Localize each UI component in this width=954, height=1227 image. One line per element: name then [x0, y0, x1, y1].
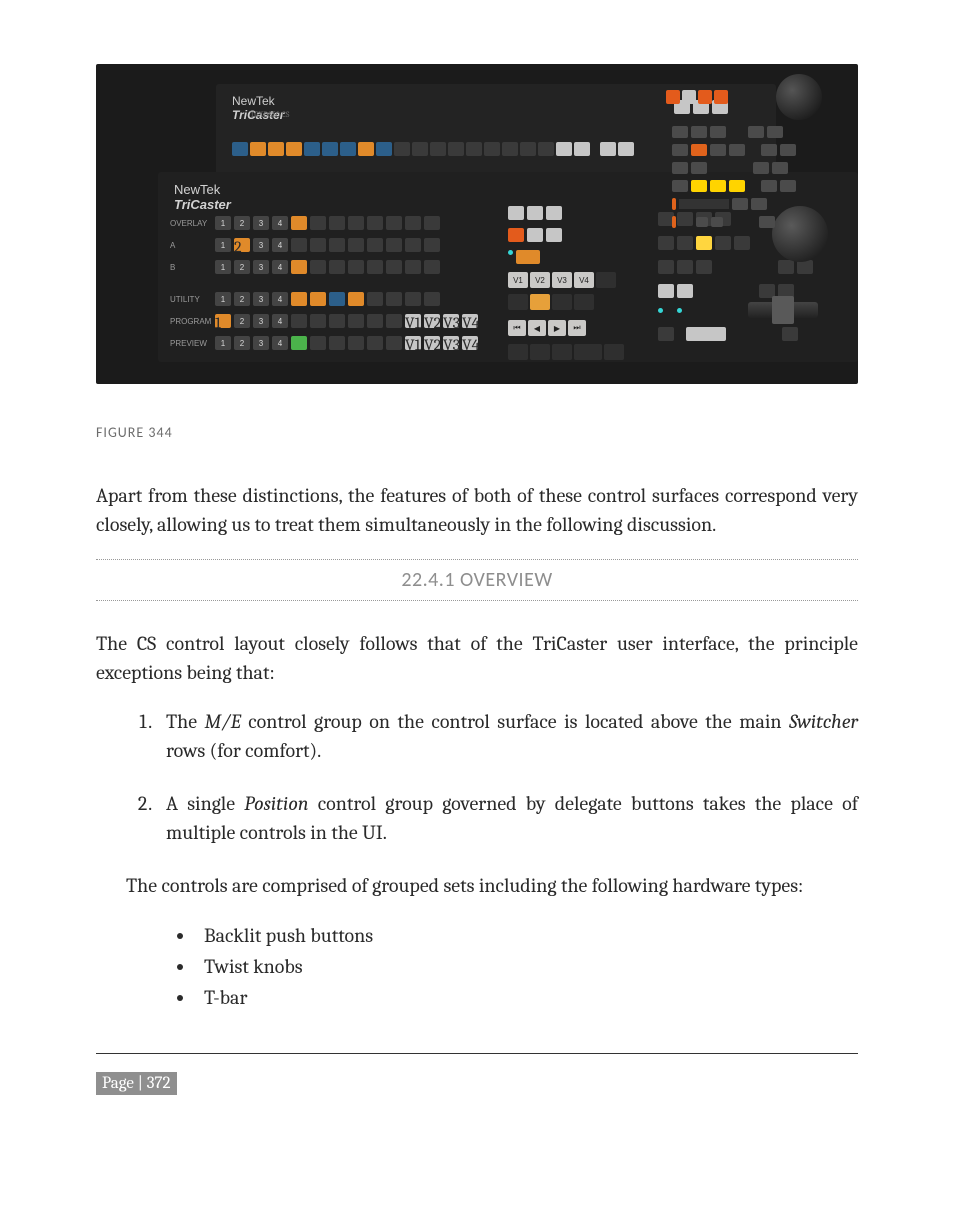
row-label: A: [170, 241, 212, 250]
page-footer: Page | 372: [96, 1072, 177, 1095]
prev-icon: ⏮: [508, 320, 526, 336]
rew-icon: ◀: [528, 320, 546, 336]
t-bar-icon: [748, 302, 818, 318]
paragraph-3: The controls are comprised of grouped se…: [126, 871, 858, 900]
row-label: B: [170, 263, 212, 272]
brand-lower: NewTek TriCaster: [174, 182, 231, 212]
ul-item-2: Twist knobs: [196, 951, 858, 982]
right-aux-stack: [672, 74, 822, 274]
list-item-1: The M/E control group on the control sur…: [156, 707, 858, 765]
brand-primary: NewTek: [232, 94, 275, 108]
v1-button: V1: [508, 272, 528, 288]
footer-rule: [96, 1053, 858, 1054]
upper-button-row: [232, 142, 634, 156]
paragraph-2: The CS control layout closely follows th…: [96, 629, 858, 687]
brand-model: TCXD850 CS: [250, 110, 289, 119]
row-label: PROGRAM: [170, 317, 212, 326]
li1-post: rows (for comfort).: [166, 739, 321, 762]
figure-caption: FIGURE 344: [96, 424, 858, 441]
list-item-2: A single Position control group governed…: [156, 789, 858, 847]
paragraph-1: Apart from these distinctions, the featu…: [96, 481, 858, 539]
li2-pre: A single: [166, 792, 244, 815]
unordered-list: Backlit push buttons Twist knobs T-bar: [196, 920, 858, 1013]
ul-item-3: T-bar: [196, 982, 858, 1013]
row-label: UTILITY: [170, 295, 212, 304]
li1-pre: The: [166, 710, 205, 733]
row-label: PREVIEW: [170, 339, 212, 348]
v3-button: V3: [552, 272, 572, 288]
divider: [96, 600, 858, 601]
transport-controls: ⏮ ◀ ▶ ⏭: [508, 320, 648, 336]
led-icon: [508, 250, 513, 255]
v2-button: V2: [530, 272, 550, 288]
li1-em: M/E: [205, 710, 241, 733]
row-a: A 1234: [170, 238, 440, 252]
row-utility: UTILITY 1234: [170, 292, 440, 306]
v4-button: V4: [574, 272, 594, 288]
row-program: PROGRAM 1234 V1V2V3V4: [170, 314, 478, 328]
li2-em: Position: [244, 792, 308, 815]
li1-em2: Switcher: [789, 710, 858, 733]
next-icon: ⏭: [568, 320, 586, 336]
row-preview: PREVIEW 1234 V1V2V3V4: [170, 336, 478, 350]
brand-primary2: NewTek: [174, 182, 220, 197]
ordered-list: The M/E control group on the control sur…: [156, 707, 858, 847]
row-label: OVERLAY: [170, 219, 212, 228]
ul-item-1: Backlit push buttons: [196, 920, 858, 951]
section-header: 22.4.1 OVERVIEW: [96, 559, 858, 601]
brand-secondary2: TriCaster: [174, 197, 231, 212]
row-b: B 1234: [170, 260, 440, 274]
row-overlay: OVERLAY 1234: [170, 216, 440, 230]
li1-mid: control group on the control surface is …: [241, 710, 789, 733]
mid-column: V1 V2 V3 V4 ⏮ ◀ ▶ ⏭: [508, 206, 648, 356]
play-icon: ▶: [548, 320, 566, 336]
section-title: 22.4.1 OVERVIEW: [96, 560, 858, 600]
figure-image: NewTek TriCaster TCXD850 CS: [96, 64, 858, 384]
jog-wheel-icon: [776, 74, 822, 120]
